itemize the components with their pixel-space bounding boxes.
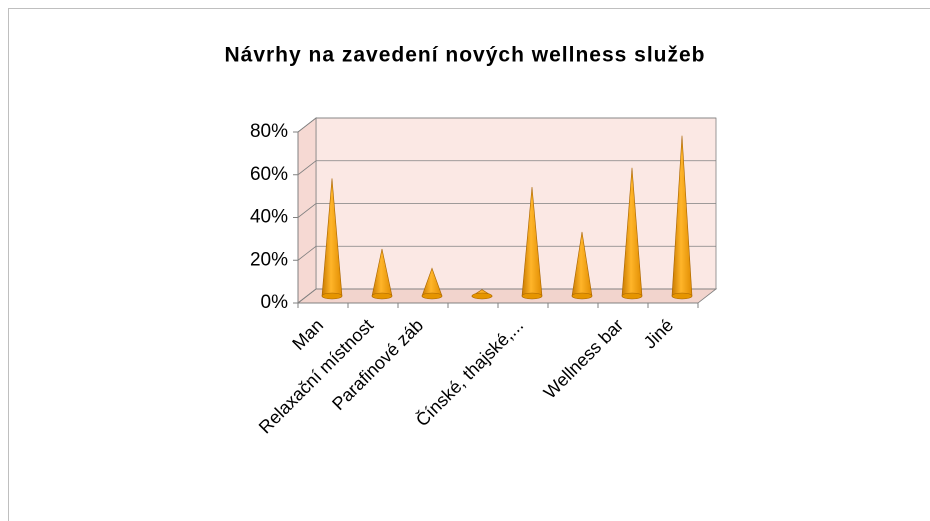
bar-base	[321, 292, 343, 300]
bar-base	[421, 292, 443, 300]
y-tick-label: 80%	[250, 121, 288, 142]
bar-base	[471, 292, 493, 300]
y-tick-label: 20%	[250, 249, 288, 270]
grid-line	[297, 160, 716, 176]
bar-base	[671, 292, 693, 300]
grid-line	[297, 203, 716, 218]
chart-title: Návrhy na zavedení nových wellness služe…	[224, 44, 705, 67]
bar-base	[371, 292, 393, 300]
floor	[296, 288, 718, 304]
bar-base	[521, 292, 543, 300]
y-tick-label: 40%	[250, 207, 288, 228]
y-tick-label: 60%	[250, 164, 288, 185]
y-tick-label: 0%	[261, 292, 289, 313]
bar-base	[571, 292, 593, 300]
bar-base	[621, 292, 643, 300]
grid-line	[297, 117, 716, 133]
